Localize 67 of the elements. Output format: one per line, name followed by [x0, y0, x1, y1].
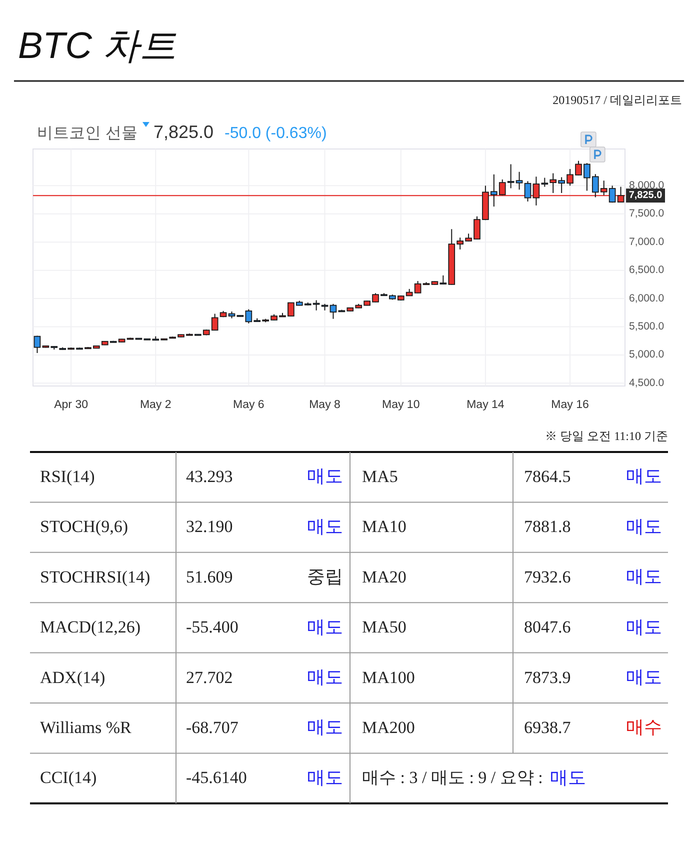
text: 7881.8 [524, 517, 571, 536]
text: STOCH(9,6) [40, 517, 128, 536]
candlestick [516, 171, 523, 190]
text: 매도 [626, 667, 662, 688]
chart-title: BTC 차트 [18, 25, 176, 66]
x-tick-label: May 6 [232, 399, 264, 411]
x-tick-label: May 8 [309, 399, 340, 411]
x-tick-label: May 14 [466, 399, 505, 411]
text: -55.400 [186, 618, 238, 637]
y-tick-label: 5,500.0 [629, 320, 664, 333]
text: 7932.6 [524, 567, 571, 586]
x-tick-label: May 2 [140, 399, 172, 411]
y-tick-label: 8,000.0 [629, 179, 664, 192]
text: 매도 [626, 466, 662, 486]
text: 7864.5 [524, 467, 571, 486]
y-tick-label: 4,500.0 [629, 376, 664, 389]
text: 매수 : 3 / 매도 : 9 / 요약 : [362, 768, 543, 788]
text: MA20 [362, 567, 406, 586]
text: MACD(12,26) [40, 618, 141, 637]
text: 매도 [307, 616, 343, 637]
text: 8047.6 [524, 618, 571, 637]
text: ※ 당일 오전 11:10 기준 [545, 429, 668, 443]
text: 7873.9 [524, 668, 571, 687]
text: MA100 [362, 668, 415, 687]
text: 매도 [307, 667, 343, 688]
text: STOCHRSI(14) [40, 567, 150, 586]
text: 매도 [550, 767, 586, 788]
text: 7,825.0 [153, 122, 214, 142]
text: 매도 [307, 516, 343, 536]
candlestick [330, 303, 337, 320]
x-tick-label: Apr 30 [54, 399, 88, 411]
text: 중립 [307, 566, 343, 587]
text: 32.190 [186, 517, 233, 536]
text: 매도 [307, 767, 343, 788]
text: MA200 [362, 718, 415, 738]
text: 6938.7 [524, 718, 572, 738]
text: 51.609 [186, 567, 233, 586]
text: 매수 [626, 717, 662, 738]
y-tick-label: 5,000.0 [629, 348, 664, 361]
x-tick-label: May 16 [551, 399, 589, 411]
y-tick-label: 6,000.0 [629, 292, 664, 304]
text: -45.6140 [186, 768, 247, 788]
text: MA10 [362, 517, 406, 536]
chart-subtitle: 20190517 / 데일리리포트 [552, 93, 682, 107]
text: -50.0 (-0.63%) [224, 125, 327, 142]
text: 비트코인 선물 [37, 125, 138, 142]
text: 매도 [307, 466, 343, 486]
text: 27.702 [186, 668, 233, 687]
y-tick-label: 7,500.0 [629, 208, 664, 220]
y-tick-label: 6,500.0 [629, 264, 664, 276]
text: 매도 [626, 516, 662, 536]
candlestick [34, 335, 41, 354]
candlestick [524, 180, 532, 202]
x-tick-label: May 10 [382, 399, 420, 411]
text: MA5 [362, 467, 398, 486]
text: CCI(14) [40, 768, 97, 788]
text: Williams %R [40, 718, 132, 738]
text: 매도 [626, 616, 662, 637]
y-tick-label: 7,000.0 [629, 236, 664, 248]
text: MA50 [362, 618, 406, 637]
text: RSI(14) [40, 467, 95, 486]
text: ADX(14) [40, 668, 106, 687]
text: 43.293 [186, 467, 233, 486]
text: 매도 [307, 717, 343, 738]
text: -68.707 [186, 718, 239, 738]
ref-line-label: 7,825.0 [628, 190, 663, 202]
text: 매도 [626, 566, 662, 587]
